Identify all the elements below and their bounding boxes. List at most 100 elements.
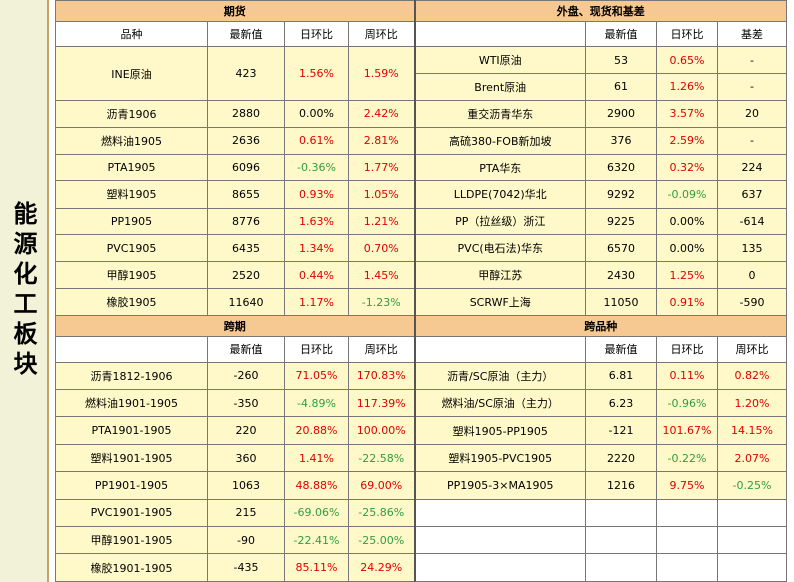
cross-name: PP1905-3×MA1905 — [413, 471, 586, 500]
table-row: 橡胶1901-1905 -435 85.11% 24.29% — [55, 553, 787, 582]
calendar-value: -435 — [207, 553, 285, 582]
calendar-day-change: 1.41% — [284, 443, 349, 473]
calendar-week-change: -22.58% — [348, 443, 415, 473]
cross-col-header: 日环比 — [656, 336, 718, 363]
empty-cell — [585, 498, 657, 528]
table-row: PP1901-1905 1063 48.88% 69.00% PP1905-3×MA19… — [55, 471, 787, 500]
calendar-week-change: 69.00% — [348, 471, 415, 500]
futures-week-change: 1.59% — [348, 46, 415, 102]
cross-value: -121 — [585, 416, 657, 445]
futures-value: 11640 — [207, 287, 285, 317]
empty-cell — [656, 498, 718, 528]
empty-cell — [413, 498, 586, 528]
futures-value: 2520 — [207, 261, 285, 289]
futures-value: 8655 — [207, 180, 285, 209]
calendar-week-change: 117.39% — [348, 388, 415, 418]
section-header-row: 跨期 跨品种 — [55, 315, 787, 338]
spot-day-change: 3.57% — [656, 100, 718, 128]
empty-cell — [717, 553, 787, 582]
spot-basis: 0 — [717, 261, 787, 289]
cross-day-change: 0.11% — [656, 361, 718, 390]
empty-cell — [585, 553, 657, 582]
spot-col-header — [413, 21, 586, 48]
futures-col-header: 日环比 — [284, 21, 349, 48]
futures-name: 甲醇1905 — [55, 261, 208, 289]
sidebar-panel: 能源化工板块 — [0, 0, 49, 582]
futures-section-title: 期货 — [55, 0, 415, 23]
calendar-section-title: 跨期 — [55, 315, 415, 338]
spot-value: 61 — [585, 72, 657, 102]
data-table: 期货 外盘、现货和基差 品种 最新值 日环比 周环比 最新值 日环比 基差 INE原油 423 1.5… — [55, 0, 787, 582]
futures-name: PTA1905 — [55, 153, 208, 182]
cross-week-change: 1.20% — [717, 388, 787, 418]
cross-day-change: 101.67% — [656, 416, 718, 445]
futures-day-change: 0.00% — [284, 100, 349, 128]
cross-value: 6.81 — [585, 361, 657, 390]
table-row: 甲醇1901-1905 -90 -22.41% -25.00% — [55, 526, 787, 555]
calendar-col-header — [55, 336, 208, 363]
spot-name: SCRWF上海 — [413, 287, 586, 317]
futures-day-change: 0.61% — [284, 126, 349, 155]
calendar-week-change: 24.29% — [348, 553, 415, 582]
futures-name: INE原油 — [55, 46, 208, 102]
futures-value: 8776 — [207, 207, 285, 236]
table-row: 燃料油1905 2636 0.61% 2.81% 高硫380-FOB新加坡 376 2.59… — [55, 126, 787, 155]
calendar-name: 甲醇1901-1905 — [55, 526, 208, 555]
calendar-value: -90 — [207, 526, 285, 555]
calendar-value: 360 — [207, 443, 285, 473]
spot-col-header: 基差 — [717, 21, 787, 48]
column-header-row: 品种 最新值 日环比 周环比 最新值 日环比 基差 — [55, 21, 787, 48]
futures-week-change: -1.23% — [348, 287, 415, 317]
table-row: 沥青1906 2880 0.00% 2.42% 重交沥青华东 2900 3.57% 20 — [55, 100, 787, 128]
futures-value: 2880 — [207, 100, 285, 128]
table-row: 沥青1812-1906 -260 71.05% 170.83% 沥青/SC原油（主力） 6… — [55, 361, 787, 390]
empty-cell — [656, 553, 718, 582]
calendar-name: 燃料油1901-1905 — [55, 388, 208, 418]
cross-name: 燃料油/SC原油（主力） — [413, 388, 586, 418]
spot-day-change: 0.91% — [656, 287, 718, 317]
spot-basis: 20 — [717, 100, 787, 128]
futures-day-change: 1.56% — [284, 46, 349, 102]
table-row: PVC1901-1905 215 -69.06% -25.86% — [55, 498, 787, 528]
spot-value: 2430 — [585, 261, 657, 289]
table-row: PP1905 8776 1.63% 1.21% PP（拉丝级）浙江 9225 0.00% -6… — [55, 207, 787, 236]
cross-day-change: -0.22% — [656, 443, 718, 473]
spot-day-change: 1.26% — [656, 72, 718, 102]
spot-value: 6570 — [585, 234, 657, 263]
futures-name: 塑料1905 — [55, 180, 208, 209]
table-row: Brent原油 61 1.26% - — [56, 72, 787, 102]
table-row: PTA1905 6096 -0.36% 1.77% PTA华东 6320 0.32% 224 — [55, 153, 787, 182]
cross-col-header: 最新值 — [585, 336, 657, 363]
cross-value: 2220 — [585, 443, 657, 473]
calendar-value: 215 — [207, 498, 285, 528]
calendar-name: 沥青1812-1906 — [55, 361, 208, 390]
cross-col-header — [413, 336, 586, 363]
spot-name: LLDPE(7042)华北 — [413, 180, 586, 209]
calendar-day-change: -4.89% — [284, 388, 349, 418]
futures-name: 燃料油1905 — [55, 126, 208, 155]
calendar-name: PTA1901-1905 — [55, 416, 208, 445]
spot-col-header: 最新值 — [585, 21, 657, 48]
futures-day-change: 0.93% — [284, 180, 349, 209]
spot-name: 甲醇江苏 — [413, 261, 586, 289]
futures-day-change: 1.34% — [284, 234, 349, 263]
spot-value: 376 — [585, 126, 657, 155]
cross-name: 塑料1905-PVC1905 — [413, 443, 586, 473]
spot-name: PVC(电石法)华东 — [413, 234, 586, 263]
spot-basis: 135 — [717, 234, 787, 263]
spot-day-change: 0.32% — [656, 153, 718, 182]
calendar-col-header: 日环比 — [284, 336, 349, 363]
cross-value: 6.23 — [585, 388, 657, 418]
futures-week-change: 1.05% — [348, 180, 415, 209]
spot-basis: - — [717, 46, 787, 74]
calendar-week-change: -25.86% — [348, 498, 415, 528]
calendar-col-header: 周环比 — [348, 336, 415, 363]
cross-week-change: -0.25% — [717, 471, 787, 500]
calendar-value: -350 — [207, 388, 285, 418]
calendar-name: PP1901-1905 — [55, 471, 208, 500]
futures-week-change: 0.70% — [348, 234, 415, 263]
calendar-week-change: 100.00% — [348, 416, 415, 445]
spot-basis: -590 — [717, 287, 787, 317]
futures-week-change: 2.42% — [348, 100, 415, 128]
futures-col-header: 周环比 — [348, 21, 415, 48]
